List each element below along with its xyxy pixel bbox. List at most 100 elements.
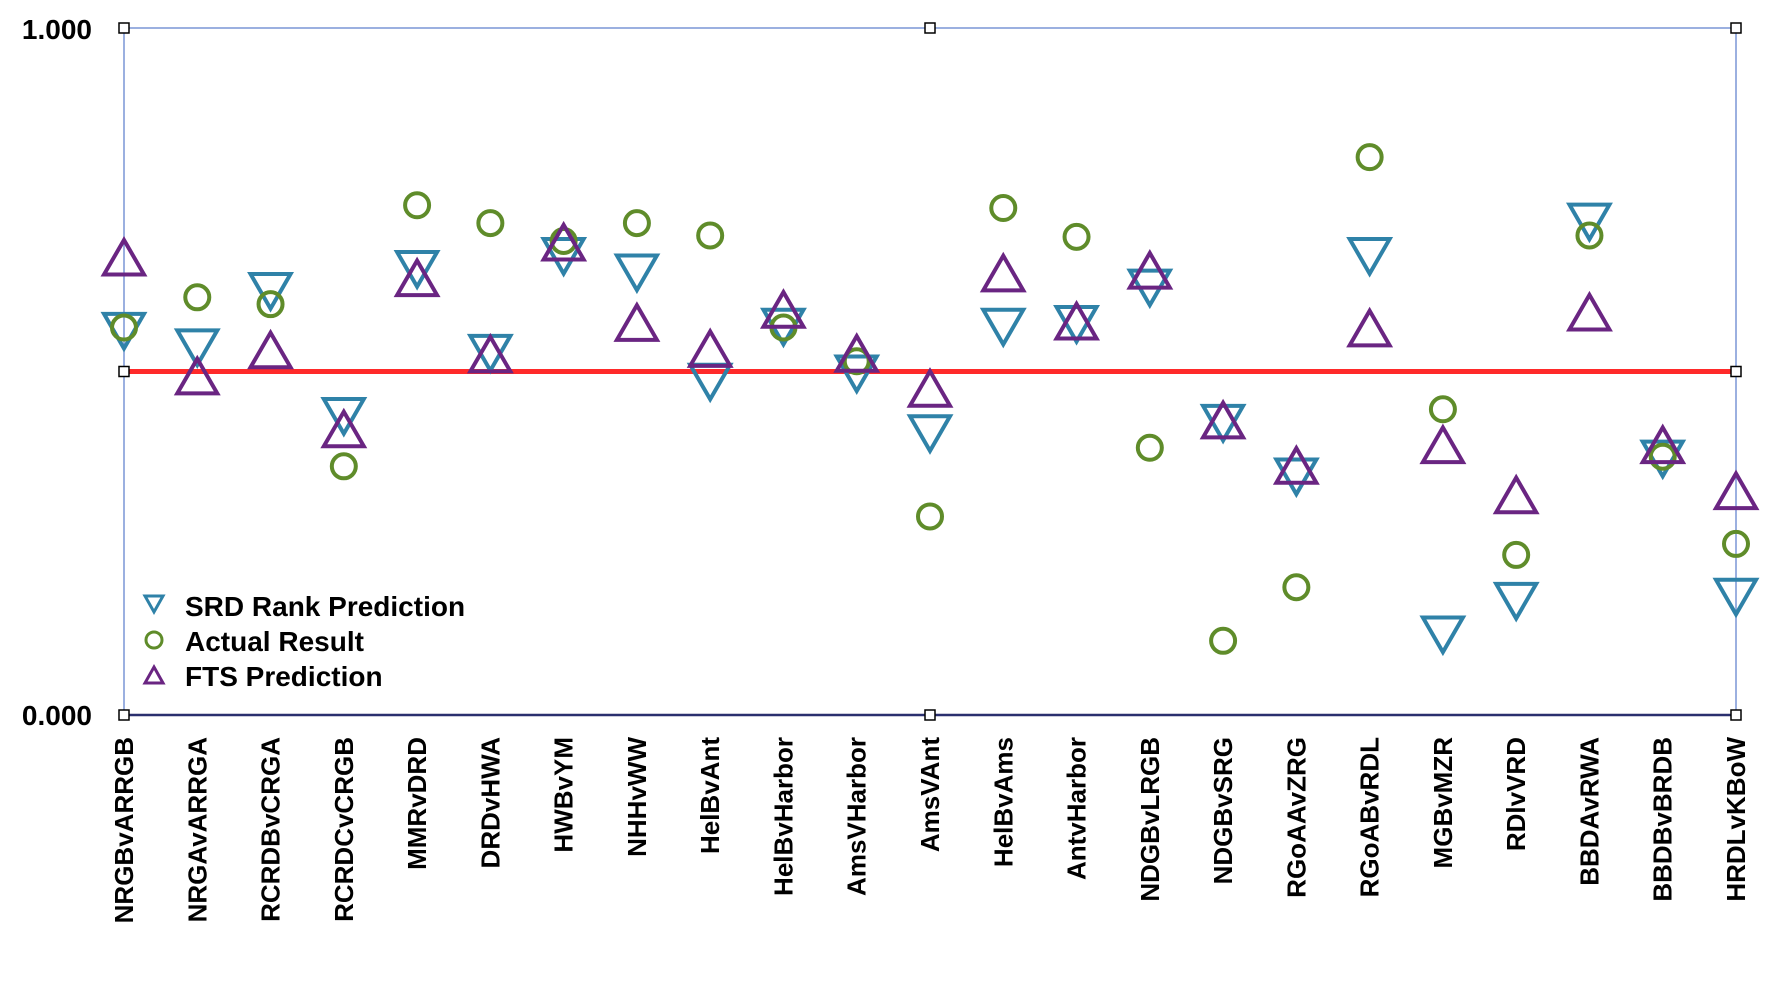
x-tick-label-DRDvHWA: DRDvHWA [475,737,505,869]
point-circle-MMRvDRD [403,191,432,220]
x-tick-label-AmsVHarbor: AmsVHarbor [842,737,872,896]
point-triangle-up-HRDLvKBoW [1712,469,1760,511]
point-triangle-down-HWBvYM [540,236,588,278]
point-circle-HelBvAms [989,193,1018,222]
y-axis: 1.000 0.000 [22,14,92,731]
x-tick-label-RCRDCvCRGB: RCRDCvCRGB [329,737,359,922]
selection-handle-3 [118,365,130,378]
point-triangle-up-NDGBvSRG [1199,398,1247,440]
point-circle-NHHvWW [622,209,651,238]
x-tick-label-NRGBvARRGB: NRGBvARRGB [109,737,139,923]
point-triangle-up-AntvHarbor [1053,299,1101,341]
point-triangle-up-AmsVAnt [906,367,954,408]
x-tick-label-HRDLvKBoW: HRDLvKBoW [1721,737,1751,902]
x-tick-label-NDGBvLRGB: NDGBvLRGB [1135,737,1165,902]
selection-handle-2 [1730,22,1742,34]
x-tick-label-HelBvHarbor: HelBvHarbor [768,737,798,896]
point-circle-MGBvMZR [1428,395,1457,424]
point-triangle-up-MGBvMZR [1419,423,1467,465]
point-circle-NDGBvSRG [1209,626,1238,655]
point-circle-AmsVAnt [916,502,944,531]
legend-marker-actual-circle [144,630,164,650]
point-circle-HWBvYM [549,226,578,255]
point-circle-RDlvVRD [1502,540,1531,569]
point-triangle-up-HWBvYM [540,220,588,262]
point-triangle-up-HelBvHarbor [759,288,807,329]
point-triangle-down-DRDvHWA [466,333,514,375]
legend-item-fts: FTS Prediction [142,661,383,692]
point-circle-RGoAAvZRG [1282,573,1311,602]
point-circle-NDGBvLRGB [1135,433,1164,462]
x-tick-label-RGoABvRDL: RGoABvRDL [1355,737,1385,897]
legend-item-actual: Actual Result [144,626,364,657]
point-triangle-down-NHHvWW [613,253,661,295]
point-triangle-down-NRGAvARRGA [173,328,221,369]
x-tick-label-MGBvMZR: MGBvMZR [1428,737,1458,869]
point-circle-AmsVHarbor [842,347,871,376]
x-tick-label-AntvHarbor: AntvHarbor [1062,737,1092,880]
selection-handle-1 [924,22,936,34]
point-circle-HRDLvKBoW [1722,529,1750,558]
x-tick-label-NHHvWW: NHHvWW [622,737,652,857]
legend-marker-srd-triangle-down [142,594,166,616]
point-triangle-up-NRGAvARRGA [173,354,221,396]
point-triangle-down-HRDLvKBoW [1712,577,1760,619]
legend-label-fts: FTS Prediction [185,661,383,692]
point-triangle-down-AmsVAnt [906,414,954,455]
selection-handle-0 [118,22,130,34]
legend-marker-fts-triangle-up [142,663,166,685]
selection-handle-7 [1730,709,1742,721]
data-marks [100,143,1760,657]
point-circle-RGoABvRDL [1355,143,1384,172]
x-axis-category-labels: NRGBvARRGB NRGAvARRGA RCRDBvCRGA RCRDCvCRGB… [109,737,1751,924]
y-tick-label-bottom: 0.000 [22,700,92,731]
point-triangle-down-RGoAAvZRG [1272,457,1320,499]
point-circle-AntvHarbor [1062,222,1091,251]
x-tick-label-BBDBvBRDB: BBDBvBRDB [1648,737,1678,902]
x-tick-label-RCRDBvCRGA: RCRDBvCRGA [256,737,286,922]
point-triangle-down-MMRvDRD [393,250,441,291]
point-triangle-down-BBDBvBRDB [1639,439,1687,481]
y-tick-label-top: 1.000 [22,14,92,45]
point-triangle-down-RCRDCvCRGB [320,397,368,438]
selection-handle-4 [1730,365,1742,378]
point-triangle-up-BBDAvRWA [1565,290,1613,332]
point-triangle-up-RGoAAvZRG [1272,444,1320,485]
point-triangle-down-AmsVHarbor [833,354,881,396]
x-tick-label-NRGAvARRGA: NRGAvARRGA [182,737,212,923]
x-tick-label-HWBvYM: HWBvYM [549,737,579,853]
selection-handles [118,22,1742,721]
point-triangle-up-RGoABvRDL [1346,306,1394,348]
point-triangle-up-RCRDBvCRGA [247,328,295,370]
legend-label-actual: Actual Result [185,626,364,657]
x-tick-label-MMRvDRD: MMRvDRD [402,737,432,870]
point-circle-NRGBvARRGB [110,313,138,342]
legend-label-srd: SRD Rank Prediction [185,591,465,622]
point-triangle-up-NDGBvLRGB [1126,249,1174,290]
x-tick-label-HelBvAms: HelBvAms [988,737,1018,867]
point-triangle-down-HelBvAms [979,307,1027,349]
point-triangle-down-RGoABvRDL [1346,236,1394,278]
point-circle-BBDAvRWA [1575,221,1604,250]
point-circle-RCRDCvCRGB [329,452,358,481]
point-circle-RCRDBvCRGA [256,290,285,319]
point-triangle-up-RCRDCvCRGB [320,407,368,449]
x-tick-label-BBDAvRWA: BBDAvRWA [1574,737,1604,886]
x-tick-label-RDlvVRD: RDlvVRD [1501,737,1531,851]
point-triangle-down-MGBvMZR [1419,615,1467,657]
point-triangle-up-BBDBvBRDB [1639,423,1687,465]
selection-handle-6 [924,709,936,721]
point-triangle-down-RCRDBvCRGA [247,272,295,313]
point-triangle-up-NRGBvARRGB [100,235,148,277]
point-circle-DRDvHWA [476,209,505,238]
legend-item-srd: SRD Rank Prediction [142,591,465,622]
point-triangle-up-MMRvDRD [393,256,441,298]
legend: SRD Rank Prediction Actual Result FTS Pr… [142,591,465,692]
x-tick-label-HelBvAnt: HelBvAnt [695,737,725,854]
point-circle-BBDBvBRDB [1648,442,1677,471]
x-tick-label-NDGBvSRG: NDGBvSRG [1208,737,1238,884]
point-triangle-up-HelBvAms [979,251,1027,293]
x-tick-label-RGoAAvZRG: RGoAAvZRG [1281,737,1311,898]
point-triangle-up-HelBvAnt [686,327,734,368]
